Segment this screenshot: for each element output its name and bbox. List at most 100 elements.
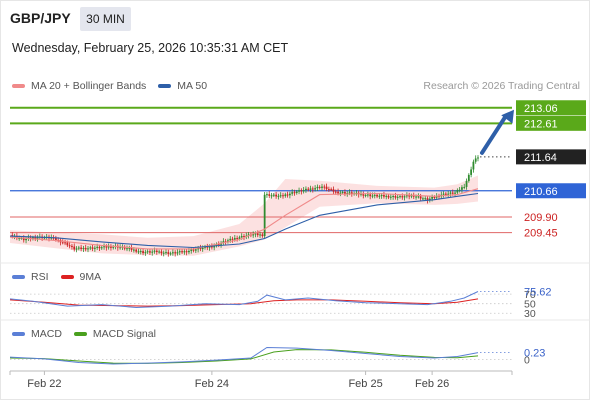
x-tick-label: Feb 22 xyxy=(27,378,61,390)
candle-body xyxy=(220,242,222,245)
candle-body xyxy=(229,238,232,241)
candle-body xyxy=(93,247,96,249)
x-tick-label: Feb 25 xyxy=(348,378,382,390)
candle-body xyxy=(444,193,447,195)
legend-rsi: RSI xyxy=(12,271,49,283)
candle-body xyxy=(82,247,85,249)
candle-body xyxy=(80,247,83,249)
candle-body xyxy=(144,252,147,254)
rsi-value-label: 75.62 xyxy=(524,286,552,298)
candle-body xyxy=(371,195,374,197)
candle-body xyxy=(380,195,383,197)
candle-body xyxy=(470,169,473,175)
candle-body xyxy=(316,186,319,189)
candle-body xyxy=(366,194,369,196)
candle-body xyxy=(461,187,463,190)
candle-body xyxy=(252,234,255,236)
x-tick-label: Feb 26 xyxy=(415,378,449,390)
candle-body xyxy=(213,245,216,248)
candle-body xyxy=(266,194,268,196)
candle-body xyxy=(123,246,126,249)
candle-body xyxy=(15,235,18,239)
candle-body xyxy=(22,237,25,241)
level-tag-212-61 xyxy=(516,115,586,131)
legend-ma50-label: MA 50 xyxy=(177,80,208,92)
candle-body xyxy=(419,196,422,199)
interval-button[interactable]: 30 MIN xyxy=(80,7,131,31)
candle-body xyxy=(300,190,303,192)
legend-ma50-swatch xyxy=(158,84,172,88)
candle-body xyxy=(311,188,314,190)
macd-tick-0: 0 xyxy=(524,355,530,367)
macd-line xyxy=(9,346,479,365)
candle-body xyxy=(71,245,73,247)
candle-body xyxy=(54,237,57,240)
candle-body xyxy=(236,238,239,240)
candle-body xyxy=(454,192,456,194)
candle-body xyxy=(11,235,14,237)
candle-body xyxy=(415,196,417,198)
candle-body xyxy=(394,196,397,198)
candle-body xyxy=(428,198,431,201)
macd-legend: MACD MACD Signal xyxy=(12,328,168,340)
candle-body xyxy=(222,241,225,243)
rsi-tick-30: 30 xyxy=(524,308,536,320)
candle-body xyxy=(169,253,172,255)
candle-body xyxy=(346,193,349,195)
legend-macd-signal: MACD Signal xyxy=(73,328,156,340)
candle-body xyxy=(110,246,112,248)
candle-body xyxy=(155,250,158,253)
level-value-210-66: 210.66 xyxy=(524,186,558,198)
candle-body xyxy=(403,196,406,198)
candle-body xyxy=(107,246,110,248)
legend-macd: MACD xyxy=(12,328,62,340)
legend-rsi-ma-swatch xyxy=(60,275,74,279)
candle-body xyxy=(151,251,154,253)
main-legend: MA 20 + Bollinger Bands MA 50 xyxy=(12,80,219,92)
candle-body xyxy=(463,186,466,188)
candle-body xyxy=(167,252,170,254)
candle-body xyxy=(204,246,206,248)
candle-body xyxy=(128,247,131,249)
candle-body xyxy=(426,198,429,201)
candle-body xyxy=(139,251,142,253)
candle-body xyxy=(323,186,326,188)
candle-body xyxy=(288,193,291,196)
candle-body xyxy=(325,186,328,190)
candle-body xyxy=(142,251,144,254)
credit-text: Research © 2026 Trading Central xyxy=(423,80,580,92)
candle-body xyxy=(146,251,149,253)
candle-body xyxy=(330,189,333,191)
candle-body xyxy=(174,252,177,254)
forecast-arrow-head xyxy=(501,109,514,124)
candle-body xyxy=(321,186,323,188)
legend-ma20-swatch xyxy=(12,84,25,88)
candle-body xyxy=(66,242,69,246)
level-tag-213-06 xyxy=(516,100,586,116)
legend-ma20-label: MA 20 + Bollinger Bands xyxy=(31,80,147,92)
candle-body xyxy=(103,246,105,248)
ma50-line xyxy=(9,192,479,249)
macd-signal-line xyxy=(9,349,479,364)
candle-body xyxy=(424,198,427,200)
candle-body xyxy=(334,191,337,193)
candle-body xyxy=(268,194,271,196)
rsi-tick-70: 70 xyxy=(524,289,536,301)
candle-body xyxy=(68,245,71,247)
candle-body xyxy=(100,247,103,249)
level-value-209-45: 209.45 xyxy=(524,228,558,240)
candle-body xyxy=(295,191,298,193)
candle-body xyxy=(160,251,163,254)
candle-body xyxy=(210,246,213,248)
candle-body xyxy=(456,190,459,193)
candle-body xyxy=(64,242,66,244)
legend-macd-label: MACD xyxy=(31,328,62,340)
candle-body xyxy=(337,191,339,194)
candle-body xyxy=(98,246,101,249)
candle-body xyxy=(467,174,470,181)
candle-body xyxy=(387,195,390,198)
candle-body xyxy=(188,250,190,253)
candle-body xyxy=(233,238,236,240)
candle-body xyxy=(399,196,401,198)
